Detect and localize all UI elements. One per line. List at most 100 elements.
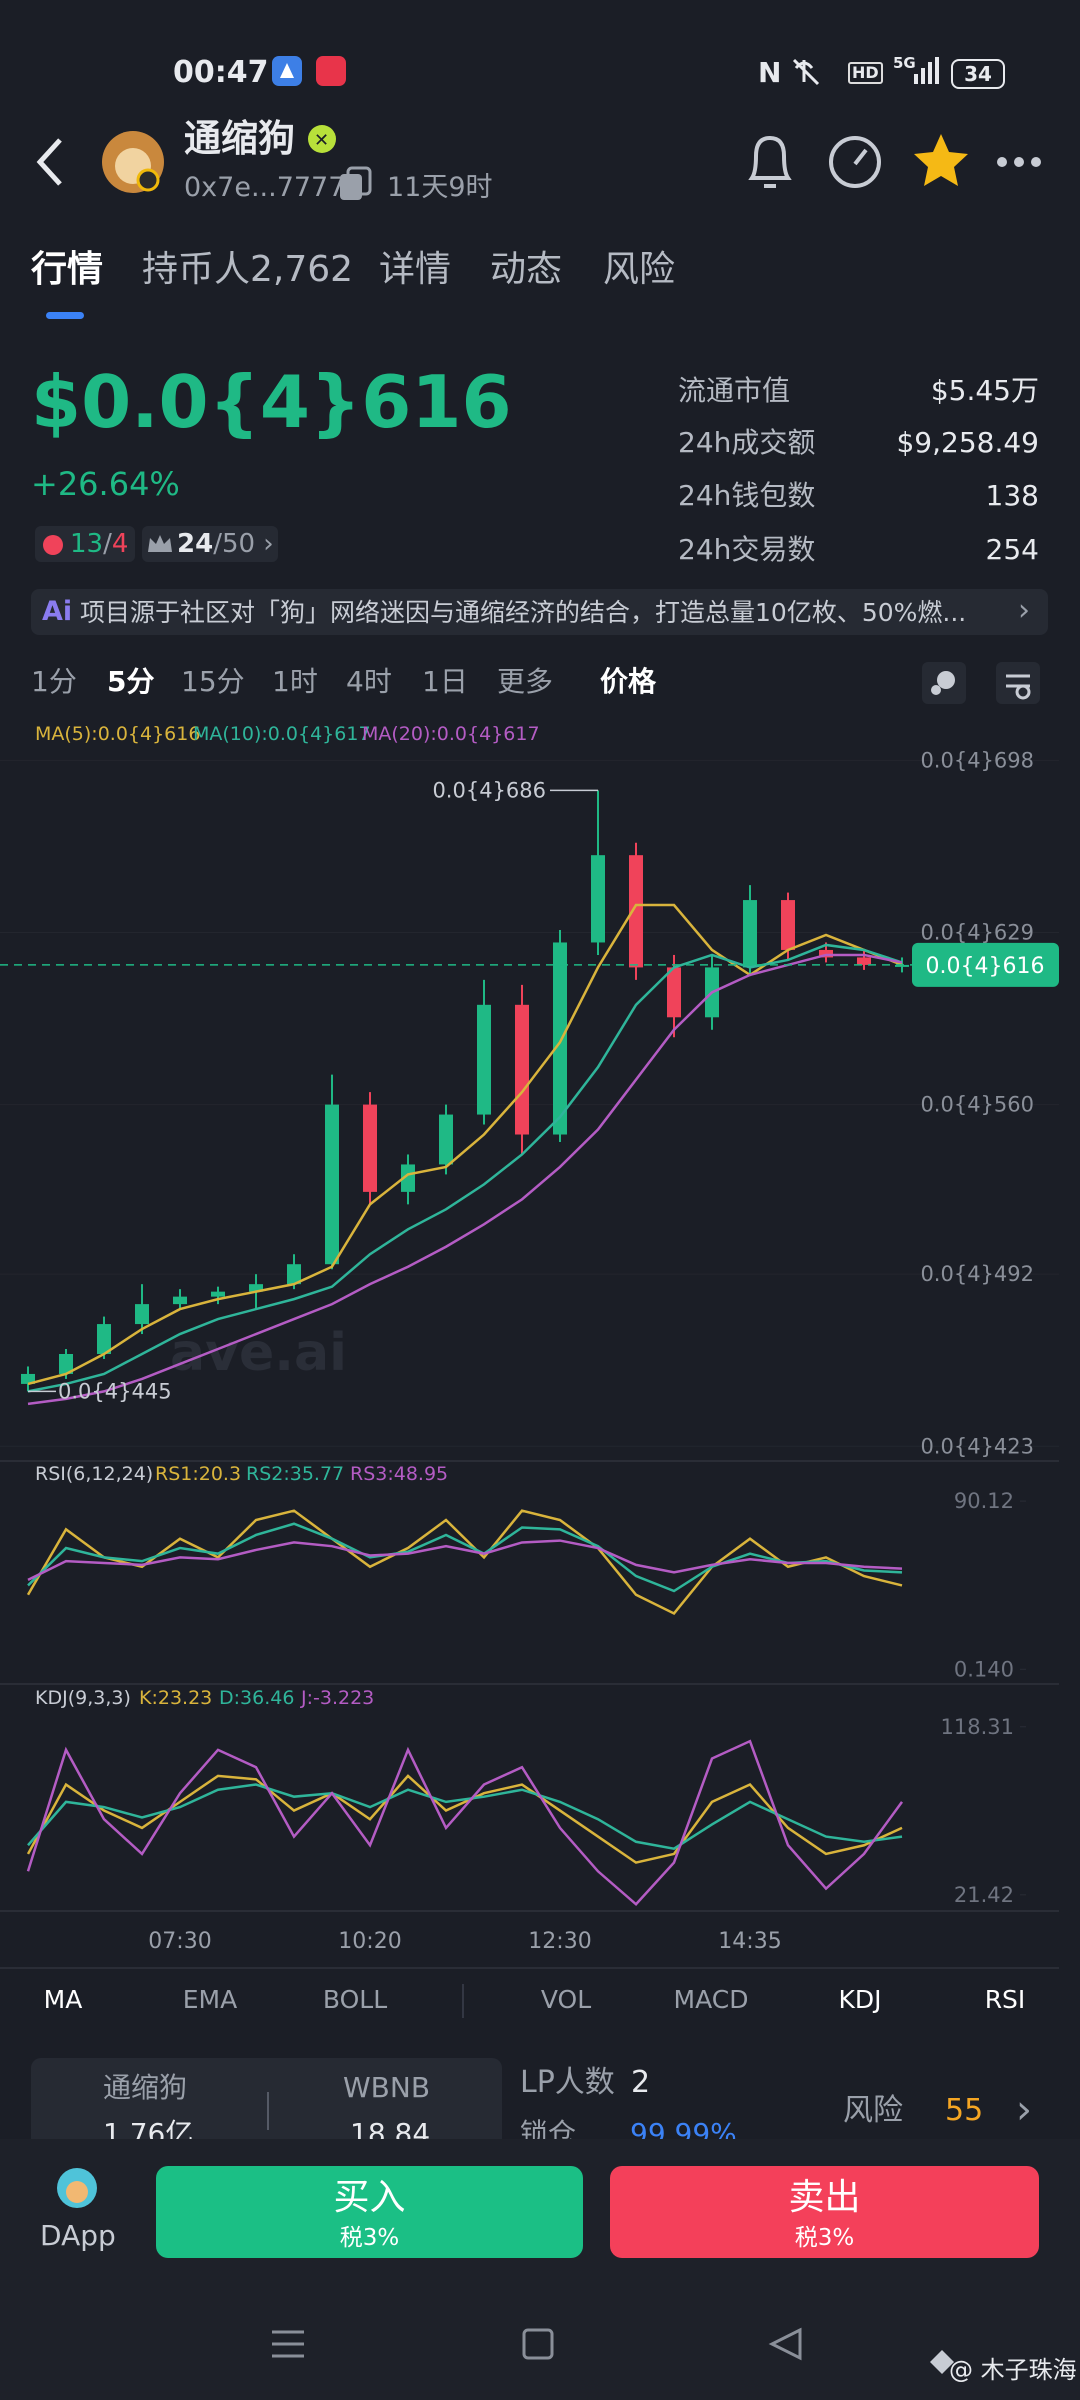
badge2: 24/50 › (177, 529, 274, 559)
buy-label: 买入 (333, 2177, 406, 2218)
ma-legend: MA(20):0.0{4}617 (362, 723, 540, 745)
interval-tab[interactable]: 4时 (346, 665, 392, 698)
tab[interactable]: 详情 (379, 249, 452, 290)
nav-bar (272, 2327, 954, 2374)
ai-icon: Ai (42, 596, 73, 627)
alert-button[interactable] (748, 135, 792, 188)
nav-menu[interactable] (272, 2330, 304, 2358)
y-tick-label: 0.0{4}698 (920, 748, 1034, 772)
candle-body (515, 1004, 529, 1135)
badge-sep: / (103, 529, 112, 559)
tab-indicator (46, 312, 84, 319)
favorite-button[interactable] (914, 134, 968, 186)
dapp-label[interactable]: DApp (40, 2219, 116, 2252)
candle-body (743, 900, 757, 968)
stat-label: 流通市值 (678, 374, 791, 407)
svg-text:✕: ✕ (314, 130, 329, 151)
interval-tab[interactable]: 1日 (422, 665, 468, 698)
token-age: 11天9时 (387, 172, 493, 203)
indicator-tab[interactable]: KDJ (838, 1985, 882, 2014)
candle-body (173, 1296, 187, 1305)
header-icons: ✕ (36, 125, 1041, 200)
tab[interactable]: 持币人2,762 (142, 249, 354, 290)
panel-title: KDJ(9,3,3) (35, 1687, 131, 1709)
candle-body (287, 1264, 301, 1285)
indicator-line (26, 1509, 903, 1616)
risk-chevron[interactable]: › (1016, 2087, 1032, 2133)
y-tick-label: 118.31 (941, 1715, 1014, 1739)
indicator-legend: K:23.23 (139, 1687, 212, 1709)
interval-tab[interactable]: 5分 (107, 665, 155, 698)
candle-body (21, 1373, 35, 1384)
high-label: 0.0{4}686 (432, 778, 546, 802)
y-tick-label: 90.12 (954, 1489, 1014, 1513)
indicator-tab[interactable]: EMA (182, 1985, 238, 2014)
pool-token-b: WBNB (343, 2071, 431, 2104)
x-tick-label: 10:20 (338, 1929, 401, 1954)
candle-body (781, 900, 795, 950)
buy-tax: 税3% (339, 2225, 400, 2251)
y-tick-label: 0.0{4}492 (920, 1262, 1034, 1286)
y-tick-label: 21.42 (954, 1883, 1014, 1907)
sell-label: 卖出 (788, 2177, 861, 2218)
candle-body (629, 855, 643, 968)
lp-label: LP人数 (520, 2065, 615, 2100)
badge-good: 13 (70, 529, 104, 559)
candle-body (857, 957, 871, 965)
x-tick-label: 14:35 (718, 1929, 781, 1954)
svg-text:N: N (758, 56, 781, 89)
indicator-tab[interactable]: MACD (673, 1985, 749, 2014)
tab[interactable]: 动态 (490, 249, 563, 290)
nav-home[interactable] (522, 2328, 554, 2360)
ma-line (27, 943, 903, 1393)
badge2-total: /50 (213, 529, 256, 559)
ma-legend: MA(5):0.0{4}616 (35, 723, 200, 745)
interval-tab[interactable]: 价格 (600, 665, 657, 698)
stat-value: $9,258.49 (896, 426, 1039, 459)
buy-button[interactable] (156, 2166, 583, 2258)
nav-back[interactable] (768, 2327, 802, 2361)
back-button[interactable] (36, 138, 62, 186)
candle-body (591, 855, 605, 943)
indicator-tab[interactable]: RSI (984, 1985, 1026, 2014)
stat-label: 24h交易数 (678, 533, 816, 566)
candle-body (363, 1104, 377, 1192)
indicator-line (27, 1522, 903, 1593)
verified-badge (308, 125, 336, 153)
tab[interactable]: 行情 (31, 249, 104, 290)
ai-banner[interactable] (31, 589, 1048, 635)
candle-body (895, 964, 909, 967)
badge-good-bad: 13/4 (70, 531, 128, 557)
sell-button[interactable] (610, 2166, 1039, 2258)
candle-body (553, 942, 567, 1135)
y-tick-label: 0.140 (954, 1657, 1014, 1681)
settings-tool[interactable] (996, 662, 1040, 704)
x-tick-label: 12:30 (528, 1929, 591, 1954)
indicator-line (27, 1783, 903, 1851)
indicator-tab[interactable]: BOLL (322, 1985, 388, 2014)
interval-tab[interactable]: 1时 (272, 665, 318, 698)
kline-chart: ave.ai 0.0{4}6980.0{4}6290.0{4}5600.0{4}… (0, 723, 1059, 1969)
sell-tax: 税3% (794, 2225, 855, 2251)
stat-label: 24h成交额 (678, 426, 816, 459)
tab[interactable]: 风险 (603, 249, 676, 290)
more-button[interactable] (997, 157, 1041, 167)
speed-button[interactable] (829, 136, 881, 188)
interval-tab[interactable]: 15分 (181, 665, 245, 698)
candle-body (211, 1291, 225, 1297)
y-tick-label: 0.0{4}629 (920, 920, 1034, 944)
interval-tab[interactable]: 1分 (31, 665, 77, 698)
indicator-tab[interactable]: VOL (540, 1985, 592, 2014)
indicator-line (26, 1739, 904, 1906)
status-network: 5G (893, 54, 916, 72)
dapp-icon[interactable] (55, 2166, 99, 2210)
x-tick-label: 07:30 (148, 1929, 211, 1954)
interval-tab[interactable]: 更多 (497, 665, 554, 698)
indicator-tab[interactable]: MA (43, 1985, 83, 2014)
candle-body (97, 1324, 111, 1354)
ma-line (27, 953, 903, 1406)
status-app-icons (272, 56, 346, 86)
candle-body (249, 1284, 263, 1292)
token-address[interactable]: 0x7e...7777 (184, 172, 346, 203)
